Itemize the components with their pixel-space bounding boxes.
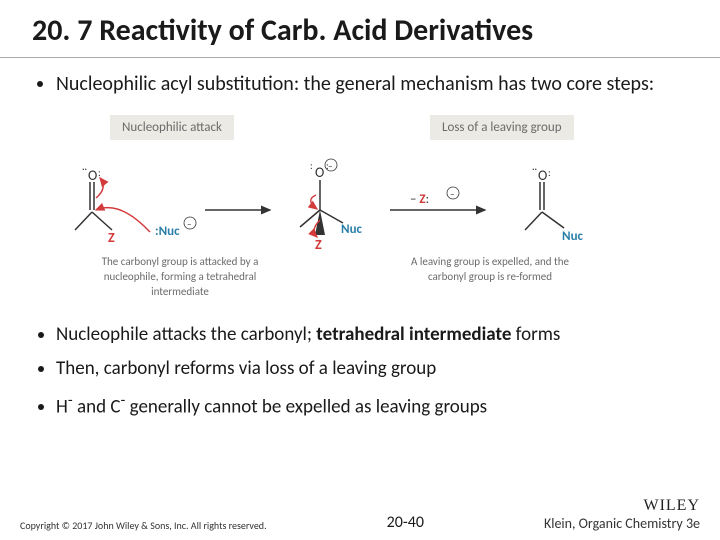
bullet-item: Then, carbonyl reforms via loss of a lea…: [56, 357, 692, 381]
svg-text::: :: [98, 166, 101, 179]
top-bullets: Nucleophilic acyl substitution: the gene…: [0, 72, 720, 97]
svg-text::: :: [310, 159, 313, 172]
slide-title: 20. 7 Reactivity of Carb. Acid Derivativ…: [0, 0, 720, 58]
svg-text:–: –: [328, 161, 332, 172]
publisher-logo: WILEY: [544, 497, 700, 515]
svg-text:–: –: [187, 219, 191, 230]
footer: Copyright © 2017 John Wiley & Sons, Inc.…: [0, 497, 720, 532]
svg-text:Nuc: Nuc: [562, 229, 584, 244]
svg-text:··: ··: [82, 162, 87, 175]
bullet-item: Nucleophile attacks the carbonyl; tetrah…: [56, 323, 692, 347]
svg-text:Z: Z: [108, 229, 115, 246]
svg-text:··: ··: [532, 162, 537, 175]
svg-text::: :: [548, 166, 551, 179]
page-number: 20-40: [387, 513, 424, 532]
book-ref: Klein, Organic Chemistry 3e: [544, 515, 700, 532]
svg-text:O: O: [538, 167, 547, 184]
svg-text:Nuc: Nuc: [341, 222, 363, 237]
svg-text:–: –: [450, 189, 454, 200]
nuc-reagent-label: :Nuc: [155, 224, 180, 239]
svg-text:O: O: [88, 167, 97, 184]
caption-2: A leaving group is expelled, and the car…: [405, 255, 575, 285]
copyright-text: Copyright © 2017 John Wiley & Sons, Inc.…: [20, 519, 267, 532]
caption-1: The carbonyl group is attacked by a nucl…: [95, 255, 265, 300]
bullet-item: Nucleophilic acyl substitution: the gene…: [56, 72, 692, 97]
footer-right: WILEY Klein, Organic Chemistry 3e: [544, 497, 700, 532]
svg-text:O: O: [315, 164, 324, 181]
bullet-item: H- and C- generally cannot be expelled a…: [56, 391, 692, 419]
bottom-bullets: Nucleophile attacks the carbonyl; tetrah…: [0, 323, 720, 419]
svg-text:Z: Z: [315, 236, 322, 253]
mechanism-diagram: Nucleophilic attack Loss of a leaving gr…: [40, 115, 680, 305]
loss-z-label: – Z:: [410, 192, 429, 207]
